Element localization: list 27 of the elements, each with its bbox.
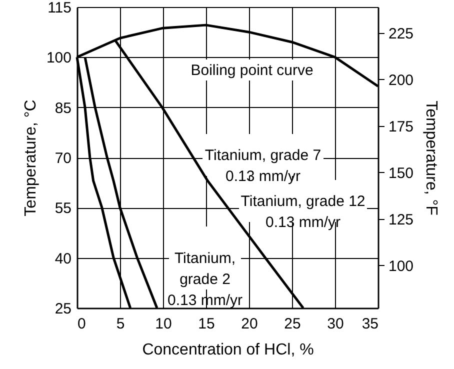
x-tick-label: 0 (78, 316, 86, 332)
x-tick-label: 25 (284, 316, 301, 332)
y2-tick-label: 200 (388, 72, 414, 89)
x-tick-label: 20 (241, 316, 258, 332)
y2-tick-label: 225 (388, 26, 414, 43)
annotation: Titanium, grade 7 0.13 mm/yr (204, 147, 322, 185)
x-axis-title: Concentration of HCl, % (142, 342, 314, 358)
y2-tick-label: 150 (388, 164, 414, 182)
y-tick-label: 40 (54, 250, 72, 268)
x-tick-label: 5 (116, 316, 125, 332)
x-tick-label: 30 (327, 316, 344, 332)
y-tick-label: 115 (48, 0, 72, 16)
y2-tick-label: 175 (388, 118, 414, 136)
y-tick-label: 85 (54, 100, 72, 117)
y2-axis-title: Temperature, °F (422, 100, 440, 216)
x-tick-label: 35 (362, 316, 378, 332)
y-tick-label: 55 (54, 200, 72, 218)
x-tick-label: 10 (155, 316, 172, 332)
y-tick-label: 25 (54, 300, 72, 318)
x-tick-label: 15 (198, 316, 215, 332)
y-tick-label: 100 (46, 50, 72, 67)
annotation: Titanium, grade 12 0.13 mm/yr (240, 193, 366, 231)
y-axis-title: Temperature, °C (22, 100, 40, 216)
y-tick-label: 70 (54, 150, 72, 167)
y2-tick-label: 125 (388, 211, 414, 228)
annotation: Boiling point curve (190, 62, 314, 79)
y2-tick-label: 100 (388, 258, 414, 275)
